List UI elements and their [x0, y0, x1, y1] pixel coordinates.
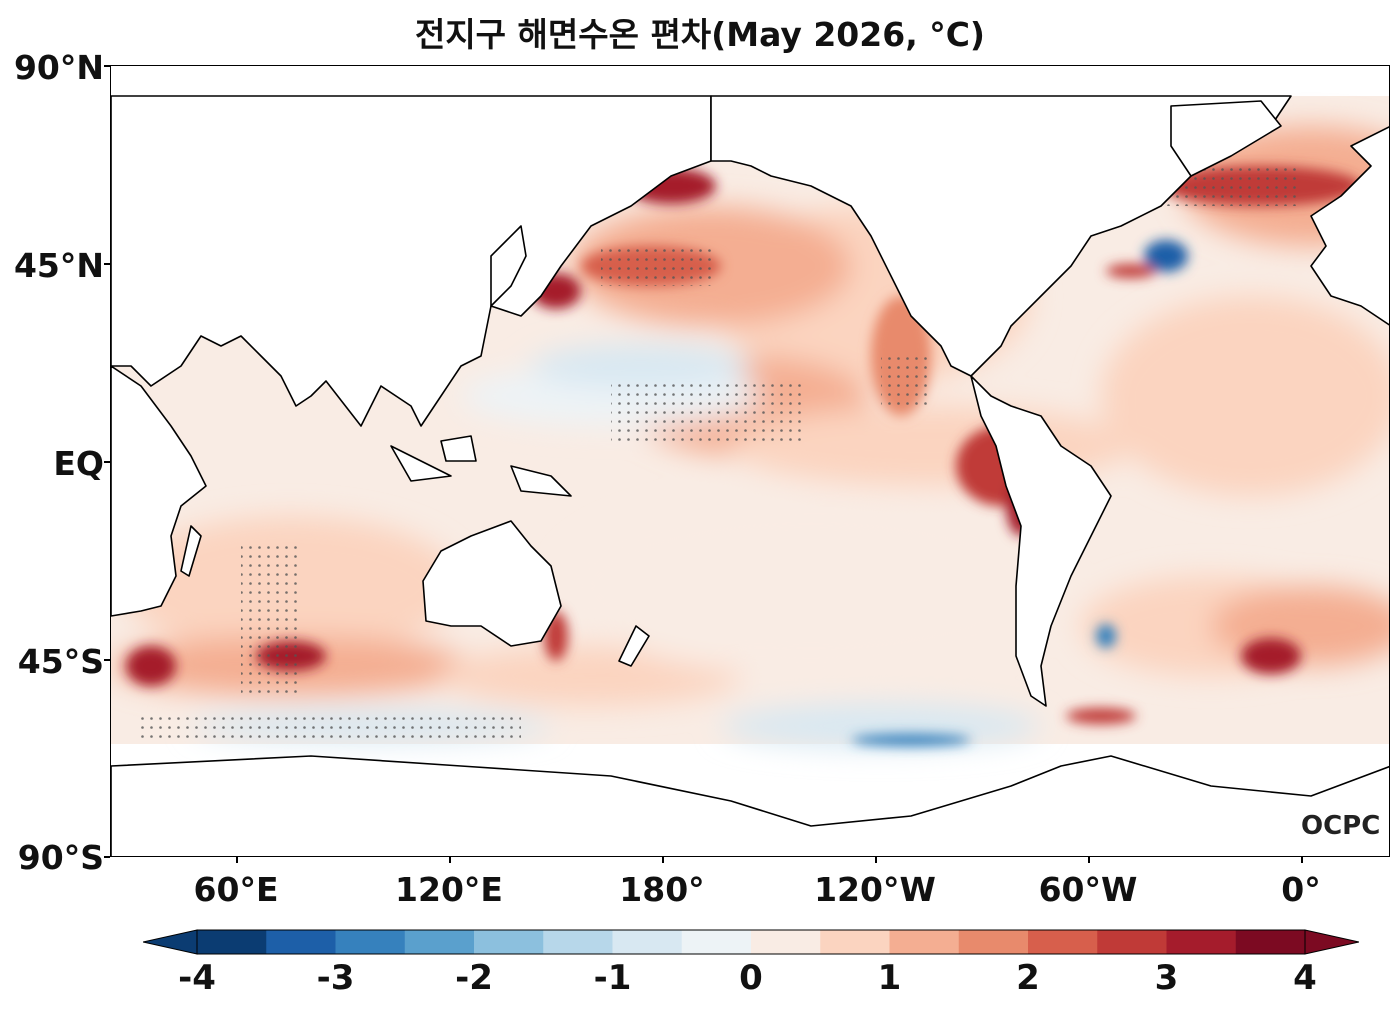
- coastlines: [111, 95, 1389, 856]
- lon-label-60w: 60°W: [1038, 870, 1138, 909]
- lon-tick: [875, 857, 877, 863]
- colorbar-frame: [196, 929, 1306, 955]
- colorbar-tick-label: -2: [455, 958, 493, 998]
- colorbar-segment: [889, 930, 960, 954]
- ocpc-logo-text: OCPC: [1301, 811, 1380, 841]
- lon-tick: [449, 857, 451, 863]
- colorbar-segment: [1097, 930, 1167, 954]
- land-sumatra: [390, 445, 452, 482]
- lon-label-180: 180°: [619, 870, 705, 909]
- lat-label-45n: 45°N: [13, 246, 104, 285]
- colorbar-segment: [1028, 930, 1098, 954]
- colorbar-tick-label: 1: [877, 958, 902, 998]
- colorbar-tick-label: 2: [1016, 958, 1040, 998]
- colorbar-segment: [335, 930, 406, 954]
- colorbar-tick-label: -3: [316, 958, 355, 998]
- land-japan: [490, 225, 527, 307]
- lat-label-45s: 45°S: [17, 642, 104, 681]
- colorbar-tick-label: 3: [1154, 958, 1179, 998]
- colorbar-segment: [197, 930, 267, 954]
- chart-title: 전지구 해면수온 편차(May 2026, °C): [414, 15, 986, 54]
- land-greenland: [1170, 100, 1282, 177]
- land-new-guinea: [510, 465, 572, 497]
- colorbar-segment: [751, 930, 821, 954]
- lon-tick: [1088, 857, 1090, 863]
- land-new-zealand: [618, 625, 650, 667]
- colorbar-extend-low: [143, 929, 198, 955]
- land-madagascar: [180, 525, 202, 577]
- land-eurasia: [111, 95, 712, 427]
- land-africa: [111, 365, 207, 617]
- colorbar-segment: [612, 930, 683, 954]
- lon-tick: [1301, 857, 1303, 863]
- land-north-america: [710, 95, 1292, 377]
- sst-anomaly-map: OCPC: [111, 95, 1389, 856]
- land-europe: [1310, 126, 1389, 326]
- colorbar-segment: [404, 930, 475, 954]
- colorbar-tick-label: -4: [178, 958, 216, 998]
- map-panel: OCPC: [110, 65, 1390, 857]
- lat-tick: [104, 659, 110, 661]
- land-antarctica: [111, 755, 1389, 856]
- lon-label-60e: 60°E: [193, 870, 279, 909]
- land-borneo: [440, 435, 477, 462]
- lat-tick: [104, 461, 110, 463]
- land-australia: [422, 520, 562, 647]
- lon-label-0: 0°: [1281, 870, 1321, 909]
- lon-tick: [662, 857, 664, 863]
- lat-label-eq: EQ: [53, 444, 104, 483]
- colorbar-segment: [266, 930, 336, 954]
- colorbar-tick-label: -1: [593, 958, 632, 998]
- colorbar-tick-label: 0: [739, 958, 763, 998]
- lat-tick: [104, 263, 110, 265]
- colorbar-extend-high: [1304, 929, 1359, 955]
- land-south-america: [970, 375, 1112, 707]
- lon-label-120w: 120°W: [814, 870, 936, 909]
- lat-tick: [104, 856, 110, 858]
- colorbar-segment: [958, 930, 1029, 954]
- colorbar-segment: [1166, 930, 1237, 954]
- lat-tick: [104, 65, 110, 67]
- colorbar-segment: [681, 930, 752, 954]
- lat-label-90n: 90°N: [13, 48, 104, 87]
- colorbar-tick-label: 4: [1293, 958, 1317, 998]
- lon-tick: [236, 857, 238, 863]
- colorbar-segment: [474, 930, 544, 954]
- lon-label-120e: 120°E: [395, 870, 503, 909]
- lat-label-90s: 90°S: [17, 838, 104, 877]
- colorbar-segment: [820, 930, 890, 954]
- colorbar-segment: [543, 930, 613, 954]
- colorbar: [143, 929, 1359, 955]
- significance-stippling: [141, 166, 1301, 741]
- colorbar-segment: [1235, 930, 1306, 954]
